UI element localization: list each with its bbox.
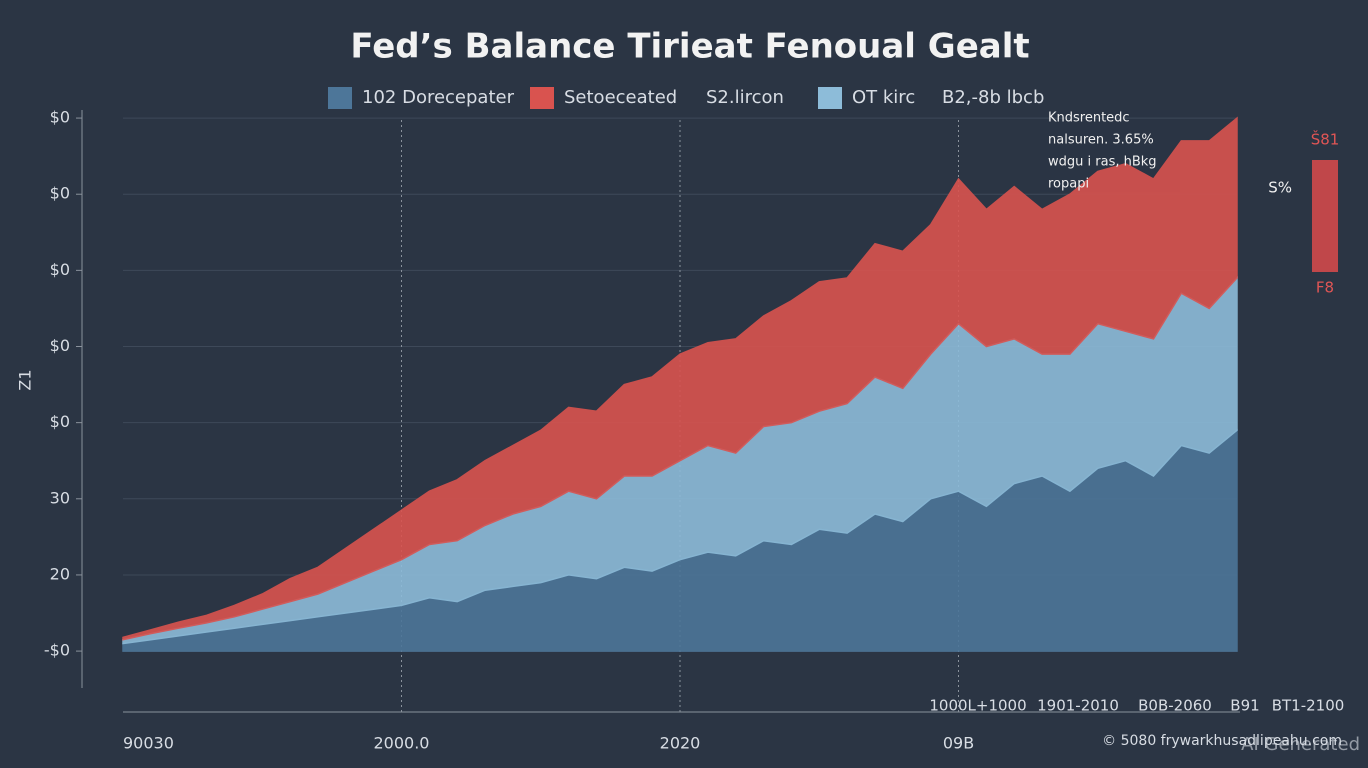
side-label: S% — [1268, 179, 1292, 197]
bottom-label: 1901-2010 — [1037, 697, 1119, 715]
y-tick-label: 20 — [50, 564, 70, 583]
area — [122, 116, 1238, 641]
y-tick-label: $0 — [50, 108, 70, 127]
legend-note: B2,-8b lbcb — [942, 87, 1044, 108]
legend-label: OT kirc — [852, 87, 915, 108]
side-bar — [1312, 160, 1338, 272]
y-tick-label: $0 — [50, 412, 70, 431]
annotation-text: ropapi — [1048, 177, 1089, 192]
side-label: F8 — [1316, 279, 1334, 297]
legend-note: S2.lircon — [706, 87, 784, 108]
x-tick-label: 90030 — [123, 734, 174, 753]
legend-swatch — [818, 87, 842, 109]
watermark: AI Generated — [1241, 734, 1360, 755]
bottom-label: BT1-2100 — [1272, 697, 1345, 715]
legend-label: 102 Dorecepater — [362, 87, 515, 108]
annotation-text: Kndsrentedc — [1048, 111, 1130, 126]
y-tick-label: 30 — [50, 488, 70, 507]
legend-swatch — [530, 87, 554, 109]
y-tick-label: $0 — [50, 184, 70, 203]
y-tick-label: $0 — [50, 260, 70, 279]
side-label: Š81 — [1311, 130, 1340, 149]
legend-label: Setoeceated — [564, 87, 677, 108]
annotation-text: wdgu i ras, hBkg — [1048, 155, 1157, 170]
footer: © 5080 frywarkhusadlipeahu.com — [1102, 733, 1342, 749]
x-tick-label: 2020 — [660, 734, 701, 753]
bottom-label: 1000L+1000 — [929, 697, 1026, 715]
x-tick-label: 09B — [943, 734, 974, 753]
legend-swatch — [328, 87, 352, 109]
y-tick-label: -$0 — [44, 641, 70, 660]
annotation-text: nalsuren. 3.65% — [1048, 133, 1154, 148]
x-tick-label: 2000.0 — [374, 734, 430, 753]
bottom-label: B0B-2060 — [1138, 697, 1212, 715]
bottom-label: B91 — [1230, 697, 1259, 715]
y-axis-title: Z1 — [16, 369, 35, 390]
y-tick-label: $0 — [50, 336, 70, 355]
chart-title: Fed’s Balance Tirieat Fenoual Gealt — [350, 27, 1029, 67]
